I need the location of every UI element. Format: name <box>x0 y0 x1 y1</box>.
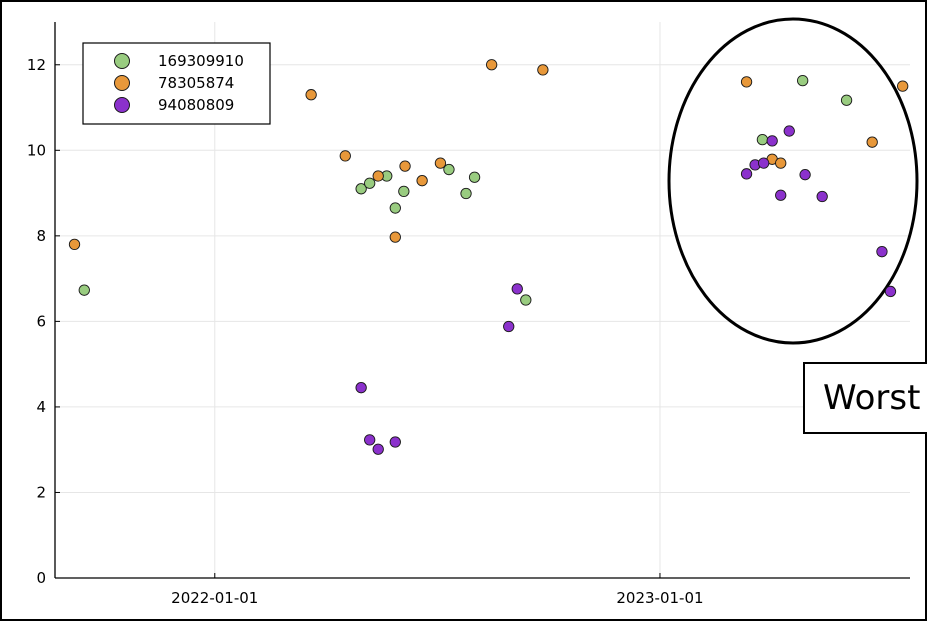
data-point <box>884 285 897 298</box>
data-point <box>389 436 401 448</box>
data-point <box>443 163 455 176</box>
legend-marker <box>114 53 130 69</box>
data-point <box>757 157 770 169</box>
data-point <box>372 443 384 455</box>
data-point <box>740 76 753 88</box>
series-3 <box>355 125 897 455</box>
legend-label: 94080809 <box>158 96 234 114</box>
data-point <box>897 80 909 92</box>
data-point <box>511 283 523 295</box>
data-point <box>740 168 753 180</box>
data-point <box>503 320 515 333</box>
data-point <box>434 157 447 169</box>
series-1 <box>78 74 853 306</box>
axes <box>54 22 910 579</box>
data-point <box>416 175 428 187</box>
series-2 <box>68 59 909 251</box>
data-point <box>866 136 878 148</box>
y-tick-label: 10 <box>27 141 46 159</box>
tick-labels: 0 2 4 6 8 10 12 2022-01-01 2023-01-01 <box>27 56 704 607</box>
data-point <box>797 74 809 87</box>
data-point <box>460 187 472 200</box>
data-points <box>68 59 909 455</box>
data-point <box>468 171 481 183</box>
callout-box: Worst <box>803 362 927 434</box>
y-tick-label: 2 <box>36 483 46 501</box>
y-tick-label: 8 <box>36 227 46 245</box>
legend: 169309910 78305874 94080809 <box>82 42 271 125</box>
data-point <box>305 89 317 101</box>
highlight-ellipse <box>667 17 919 345</box>
legend-label: 169309910 <box>158 52 244 70</box>
data-point <box>766 135 778 147</box>
data-point <box>840 94 853 106</box>
data-point <box>537 64 549 76</box>
data-point <box>355 382 367 394</box>
data-point <box>485 59 498 71</box>
data-point <box>816 190 828 203</box>
legend-label: 78305874 <box>158 74 234 92</box>
data-point <box>78 284 90 296</box>
legend-marker <box>114 97 130 113</box>
data-point <box>339 150 351 162</box>
data-point <box>389 202 401 214</box>
x-tick-label: 2022-01-01 <box>171 589 258 607</box>
data-point <box>799 169 811 181</box>
data-point <box>355 183 367 195</box>
data-point <box>364 177 376 189</box>
data-point <box>520 294 532 306</box>
data-point <box>775 189 787 201</box>
data-point <box>399 160 411 172</box>
y-tick-label: 12 <box>27 56 46 74</box>
data-point <box>756 133 769 146</box>
data-point <box>876 246 888 258</box>
data-point <box>775 157 787 169</box>
data-point <box>389 231 401 243</box>
data-point <box>68 238 81 251</box>
y-tick-label: 0 <box>36 569 46 587</box>
y-tick-label: 4 <box>36 398 46 416</box>
data-point <box>398 185 410 198</box>
data-point <box>783 125 795 137</box>
data-point <box>364 434 376 446</box>
data-point <box>372 170 384 182</box>
legend-marker <box>114 75 130 91</box>
x-tick-label: 2023-01-01 <box>616 589 703 607</box>
y-tick-label: 6 <box>36 312 46 330</box>
callout-text: Worst <box>823 378 921 418</box>
